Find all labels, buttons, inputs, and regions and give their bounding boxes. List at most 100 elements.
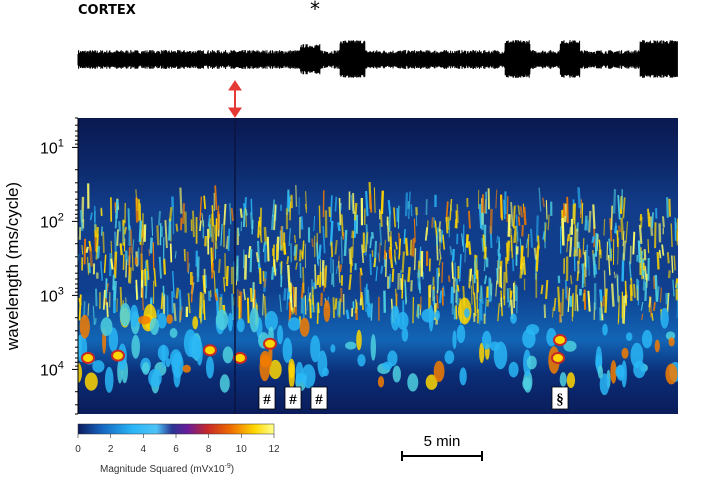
spectral-mark	[630, 277, 633, 296]
spectral-blob	[206, 356, 214, 379]
spectral-mark	[201, 212, 204, 227]
spectral-blob	[479, 342, 485, 364]
spectral-mark	[496, 235, 499, 243]
spectral-blob	[563, 340, 577, 352]
spectral-mark	[340, 236, 343, 264]
spectral-mark	[334, 240, 338, 255]
spectral-mark	[210, 213, 214, 242]
spectral-mark	[135, 189, 138, 212]
spectral-mark	[273, 259, 277, 276]
spectral-mark	[187, 293, 191, 314]
spectral-mark	[476, 269, 479, 293]
spectral-mark	[143, 224, 147, 242]
spectral-mark	[541, 197, 546, 208]
spectral-mark	[378, 242, 381, 262]
spectral-mark	[445, 217, 449, 234]
spectral-mark	[469, 268, 473, 282]
spectral-mark	[119, 243, 123, 256]
spectral-mark	[301, 251, 304, 258]
spectral-mark	[456, 204, 459, 224]
spectral-mark	[582, 292, 585, 302]
spectral-mark	[633, 284, 636, 298]
spectral-mark	[610, 283, 615, 307]
spectral-mark	[640, 216, 643, 228]
spectral-blob	[79, 314, 90, 339]
spectral-mark	[138, 220, 142, 243]
spectral-blob	[401, 327, 409, 342]
spectral-blob	[428, 304, 434, 332]
spectral-mark	[441, 262, 444, 283]
spectral-mark	[436, 227, 439, 246]
spectral-mark	[667, 270, 671, 279]
spectral-blob	[602, 323, 608, 336]
spectral-mark	[213, 270, 216, 297]
spectral-mark	[223, 203, 227, 225]
spectral-mark	[438, 257, 442, 266]
spectral-mark	[156, 309, 160, 318]
spectral-mark	[675, 222, 678, 230]
spectral-mark	[291, 307, 295, 315]
spectral-mark	[329, 220, 334, 246]
spectral-mark	[337, 301, 341, 316]
spectral-mark	[641, 313, 644, 321]
spectral-mark	[474, 254, 477, 276]
spectral-mark	[148, 249, 151, 257]
spectral-mark	[156, 225, 160, 246]
spectral-mark	[411, 238, 416, 257]
event-marker-box: #	[310, 386, 328, 410]
spectral-mark	[316, 275, 320, 286]
spectral-mark	[225, 265, 229, 287]
spectral-mark	[100, 226, 103, 236]
spectral-mark	[538, 187, 542, 212]
spectral-mark	[389, 236, 393, 247]
spectral-mark	[348, 274, 352, 290]
spectral-mark	[640, 301, 644, 311]
spectral-mark	[673, 255, 676, 271]
spectral-blob	[444, 350, 455, 365]
hot-spot	[551, 352, 565, 364]
spectral-mark	[365, 191, 369, 217]
spectral-mark	[569, 226, 572, 236]
spectral-mark	[478, 203, 483, 229]
spectral-mark	[484, 297, 487, 316]
spectral-mark	[517, 216, 521, 226]
spectral-mark	[620, 217, 625, 240]
spectral-mark	[199, 220, 202, 232]
spectral-mark	[332, 259, 335, 288]
spectral-mark	[369, 253, 372, 276]
spectral-mark	[447, 275, 451, 283]
spectral-mark	[305, 203, 307, 214]
spectral-mark	[316, 303, 320, 324]
event-marker-box: #	[284, 386, 302, 410]
spectral-mark	[380, 265, 384, 274]
spectral-blob	[616, 364, 625, 381]
spectral-mark	[429, 284, 432, 298]
spectral-blob	[330, 344, 336, 353]
spectral-mark	[369, 194, 373, 213]
spectral-mark	[404, 192, 409, 217]
spectral-mark	[578, 248, 581, 265]
spectral-mark	[237, 227, 240, 236]
spectral-mark	[506, 196, 509, 222]
hot-spot	[233, 352, 247, 364]
spectral-mark	[436, 294, 439, 309]
spectral-mark	[255, 252, 260, 263]
spectral-mark	[352, 231, 355, 259]
spectral-mark	[622, 295, 626, 324]
spectral-mark	[632, 231, 636, 255]
y-axis-label: wavelength (ms/cycle)	[3, 182, 22, 351]
spectral-blob	[119, 303, 131, 327]
spectral-mark	[468, 241, 472, 255]
spectral-mark	[617, 305, 620, 325]
spectral-blob	[222, 346, 234, 364]
spectral-mark	[286, 287, 289, 311]
spectral-mark	[498, 241, 500, 269]
spectral-mark	[523, 206, 527, 226]
spectral-mark	[591, 236, 595, 244]
spectral-blob	[642, 329, 653, 349]
spectral-mark	[583, 289, 587, 310]
spectral-mark	[397, 205, 400, 229]
colorbar-label: Magnitude Squared (mVx10-9)	[100, 463, 234, 475]
spectral-mark	[643, 249, 647, 261]
spectral-mark	[505, 257, 508, 283]
